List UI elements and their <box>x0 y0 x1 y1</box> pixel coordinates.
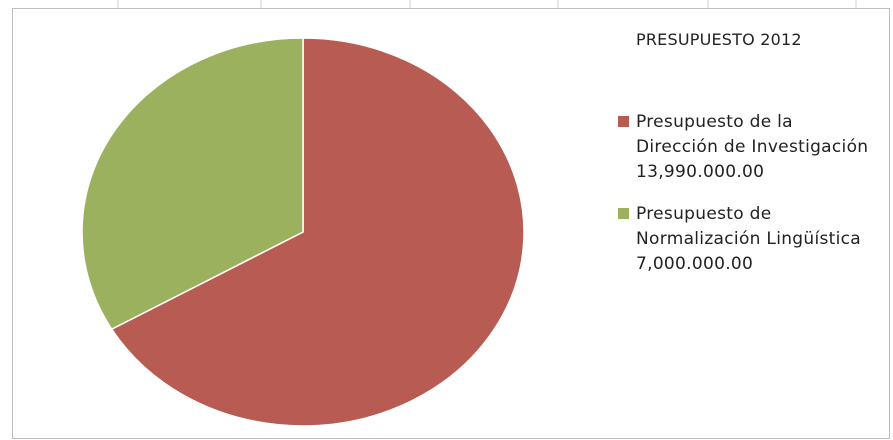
chart-area[interactable]: PRESUPUESTO 2012 Presupuesto de la Direc… <box>12 8 890 439</box>
pie-chart <box>81 37 525 427</box>
pie-slice-investigacion[interactable] <box>110 37 525 427</box>
legend-label-line: Dirección de Investigación <box>636 137 869 157</box>
spreadsheet-gridlines-top <box>117 0 857 8</box>
legend-value: 13,990.000.00 <box>636 162 765 182</box>
chart-title: PRESUPUESTO 2012 <box>636 30 802 49</box>
legend-swatch-normalizacion <box>618 208 629 219</box>
legend-swatch-investigacion <box>618 116 629 127</box>
legend-label-line: Presupuesto de <box>636 204 772 224</box>
legend-label-line: Presupuesto de la <box>636 112 793 132</box>
legend-value: 7,000.000.00 <box>636 254 754 274</box>
legend-label-normalizacion: Presupuesto de Normalización Lingüística… <box>636 202 893 277</box>
legend-label-line: Normalización Lingüística <box>636 229 861 249</box>
pie-slice-normalizacion[interactable] <box>81 37 304 331</box>
legend-label-investigacion: Presupuesto de la Dirección de Investiga… <box>636 110 893 185</box>
